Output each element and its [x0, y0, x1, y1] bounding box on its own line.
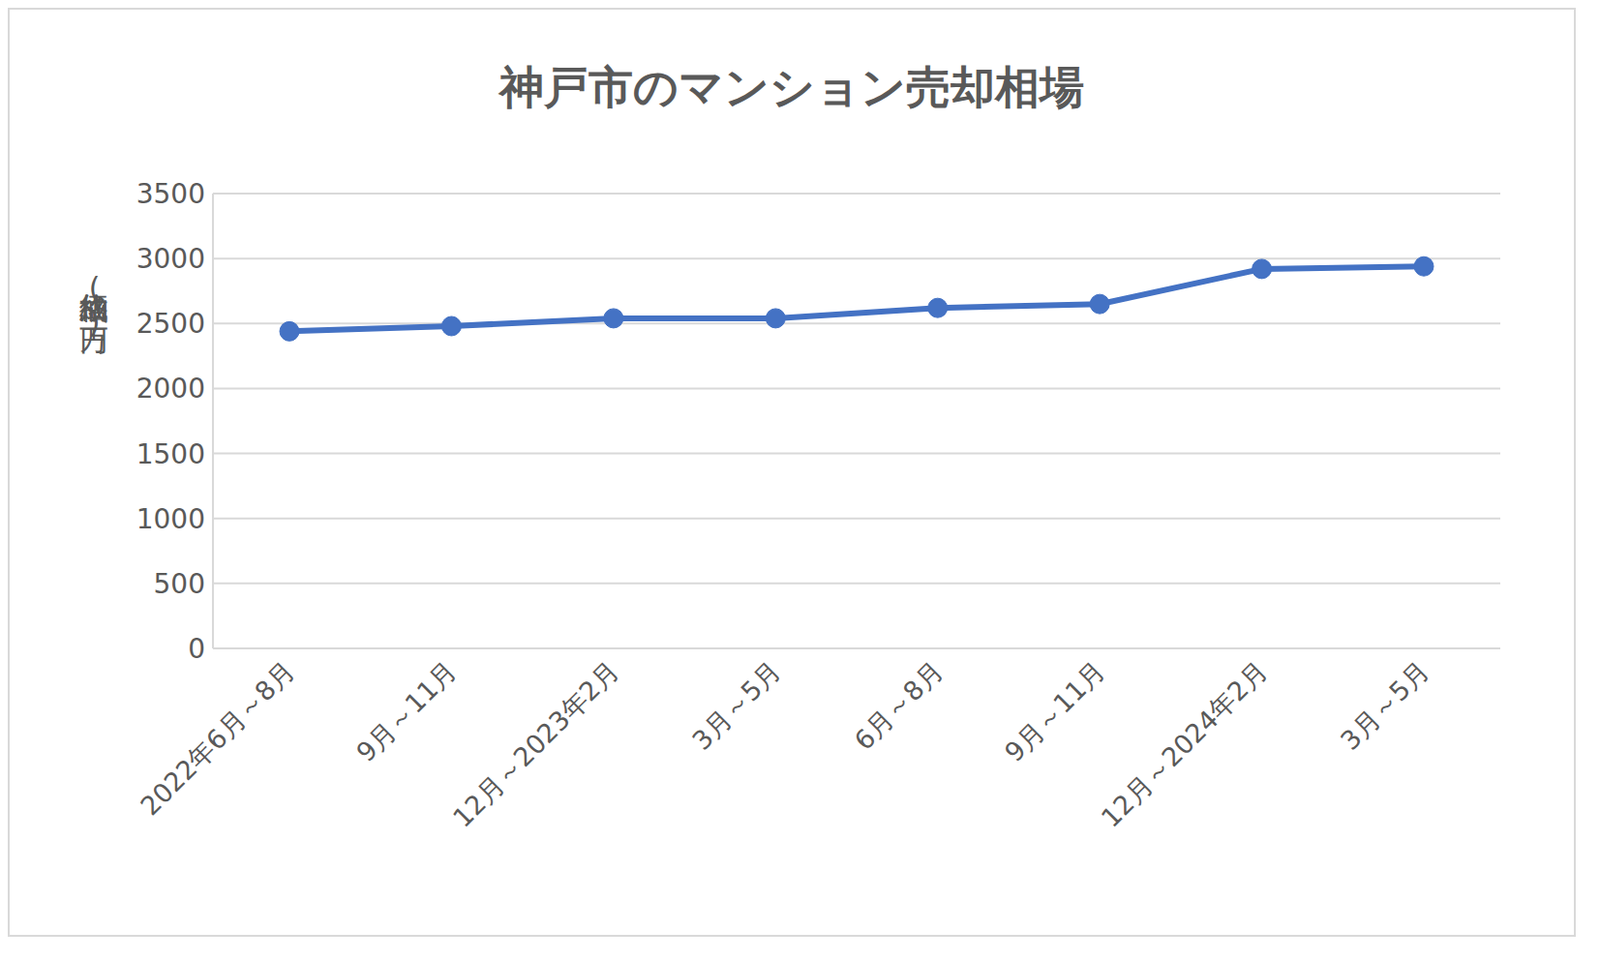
svg-text:1500: 1500 [136, 438, 206, 471]
svg-text:12月～2024年2月: 12月～2024年2月 [1095, 655, 1273, 833]
svg-text:2500: 2500 [136, 307, 206, 340]
svg-text:3000: 3000 [136, 242, 206, 275]
svg-text:1000: 1000 [136, 503, 206, 536]
html-text:成約価格(万円): 成約価格(万円) [77, 271, 112, 339]
svg-text:3500: 3500 [136, 178, 206, 211]
svg-text:12月～2023年2月: 12月～2023年2月 [447, 655, 625, 833]
svg-text:6月～8月: 6月～8月 [848, 655, 949, 755]
svg-text:3月～5月: 3月～5月 [686, 655, 786, 755]
svg-text:9月～11月: 9月～11月 [350, 655, 463, 768]
svg-text:2000: 2000 [136, 372, 206, 405]
svg-text:0: 0 [187, 633, 206, 665]
html-text:神戸市のマンション売却相場: 神戸市のマンション売却相場 [499, 60, 1085, 114]
svg-text:9月～11月: 9月～11月 [998, 655, 1112, 768]
svg-text:2022年6月～8月: 2022年6月～8月 [134, 655, 301, 821]
svg-text:500: 500 [153, 568, 206, 601]
svg-text:3月～5月: 3月～5月 [1334, 655, 1435, 755]
